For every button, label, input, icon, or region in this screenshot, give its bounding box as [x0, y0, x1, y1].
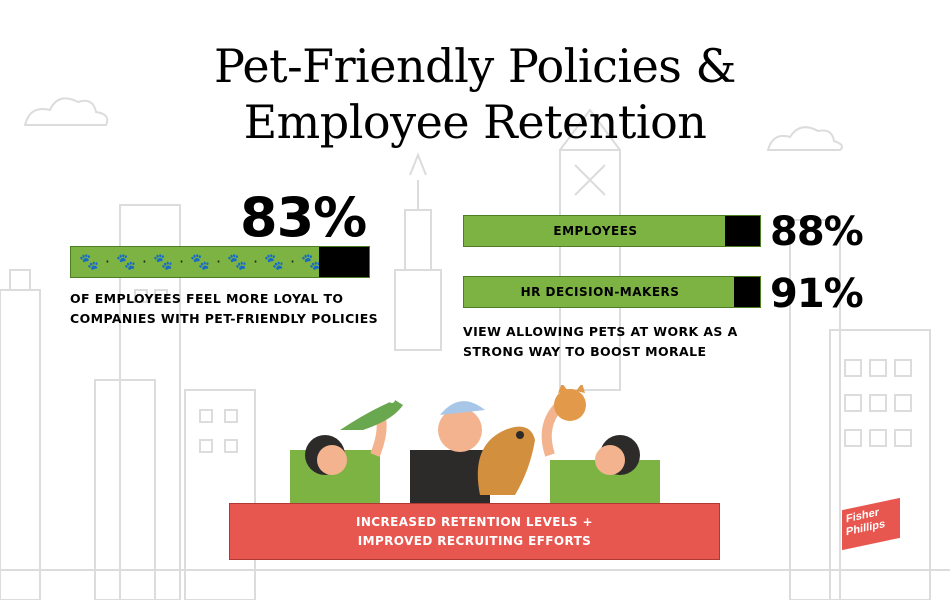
- hr-bar-label: HR DECISION-MAKERS: [520, 285, 680, 299]
- employees-percentage: 88%: [770, 209, 864, 255]
- loyalty-paw-bar: 🐾·🐾·🐾·🐾·🐾·🐾·🐾: [70, 246, 370, 278]
- loyalty-bar-remainder: [319, 247, 369, 277]
- page-title: Pet-Friendly Policies & Employee Retenti…: [0, 38, 950, 150]
- hr-percentage: 91%: [770, 271, 864, 317]
- title-line-2: Employee Retention: [243, 95, 707, 149]
- hr-bar-remainder: [734, 277, 760, 307]
- title-line-1: Pet-Friendly Policies &: [214, 39, 736, 93]
- employees-bar: EMPLOYEES: [463, 215, 761, 247]
- morale-caption-line-1: VIEW ALLOWING PETS AT WORK AS A: [463, 324, 738, 339]
- loyalty-percentage: 83%: [240, 186, 367, 249]
- retention-banner: INCREASED RETENTION LEVELS + IMPROVED RE…: [229, 503, 720, 560]
- banner-line-2: IMPROVED RECRUITING EFFORTS: [357, 533, 592, 548]
- hr-bar: HR DECISION-MAKERS: [463, 276, 761, 308]
- loyalty-caption: OF EMPLOYEES FEEL MORE LOYAL TO COMPANIE…: [70, 289, 380, 329]
- morale-caption: VIEW ALLOWING PETS AT WORK AS A STRONG W…: [463, 322, 763, 362]
- loyalty-caption-line-1: OF EMPLOYEES FEEL MORE LOYAL TO: [70, 291, 344, 306]
- loyalty-caption-line-2: COMPANIES WITH PET-FRIENDLY POLICIES: [70, 311, 379, 326]
- morale-caption-line-2: STRONG WAY TO BOOST MORALE: [463, 344, 707, 359]
- employees-bar-label: EMPLOYEES: [553, 224, 638, 238]
- employees-bar-remainder: [725, 216, 760, 246]
- banner-line-1: INCREASED RETENTION LEVELS +: [355, 514, 593, 529]
- paw-print-icon: 🐾·🐾·🐾·🐾·🐾·🐾·🐾: [79, 252, 327, 271]
